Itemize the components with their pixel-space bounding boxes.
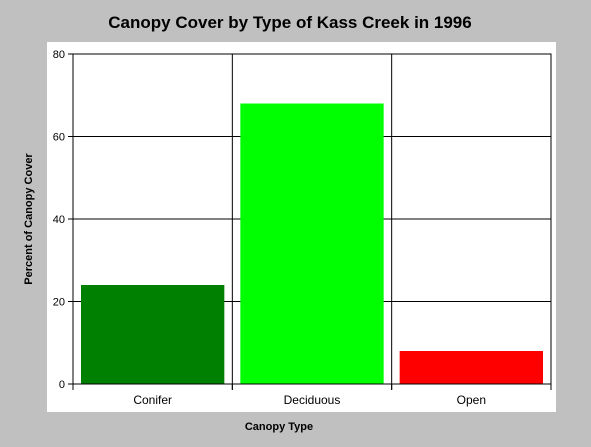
y-axis-title: Percent of Canopy Cover — [23, 153, 35, 285]
axes — [68, 53, 552, 390]
y-tick-label: 60 — [53, 132, 65, 144]
bar-conifer — [81, 285, 225, 384]
bar-open — [399, 351, 543, 384]
bar-deciduous — [240, 103, 384, 384]
x-axis-title: Canopy Type — [245, 421, 313, 433]
chart-title: Canopy Cover by Type of Kass Creek in 19… — [108, 13, 471, 32]
y-tick-label: 20 — [53, 297, 65, 309]
bars — [81, 103, 543, 384]
tick-labels: 0 20 40 60 80 Conifer Deciduous Open — [53, 49, 486, 407]
y-tick-label: 0 — [59, 379, 65, 391]
y-tick-label: 40 — [53, 214, 65, 226]
x-tick-label: Open — [457, 393, 486, 407]
x-tick-label: Deciduous — [284, 393, 341, 407]
x-tick-label: Conifer — [133, 393, 172, 407]
y-tick-label: 80 — [53, 49, 65, 61]
